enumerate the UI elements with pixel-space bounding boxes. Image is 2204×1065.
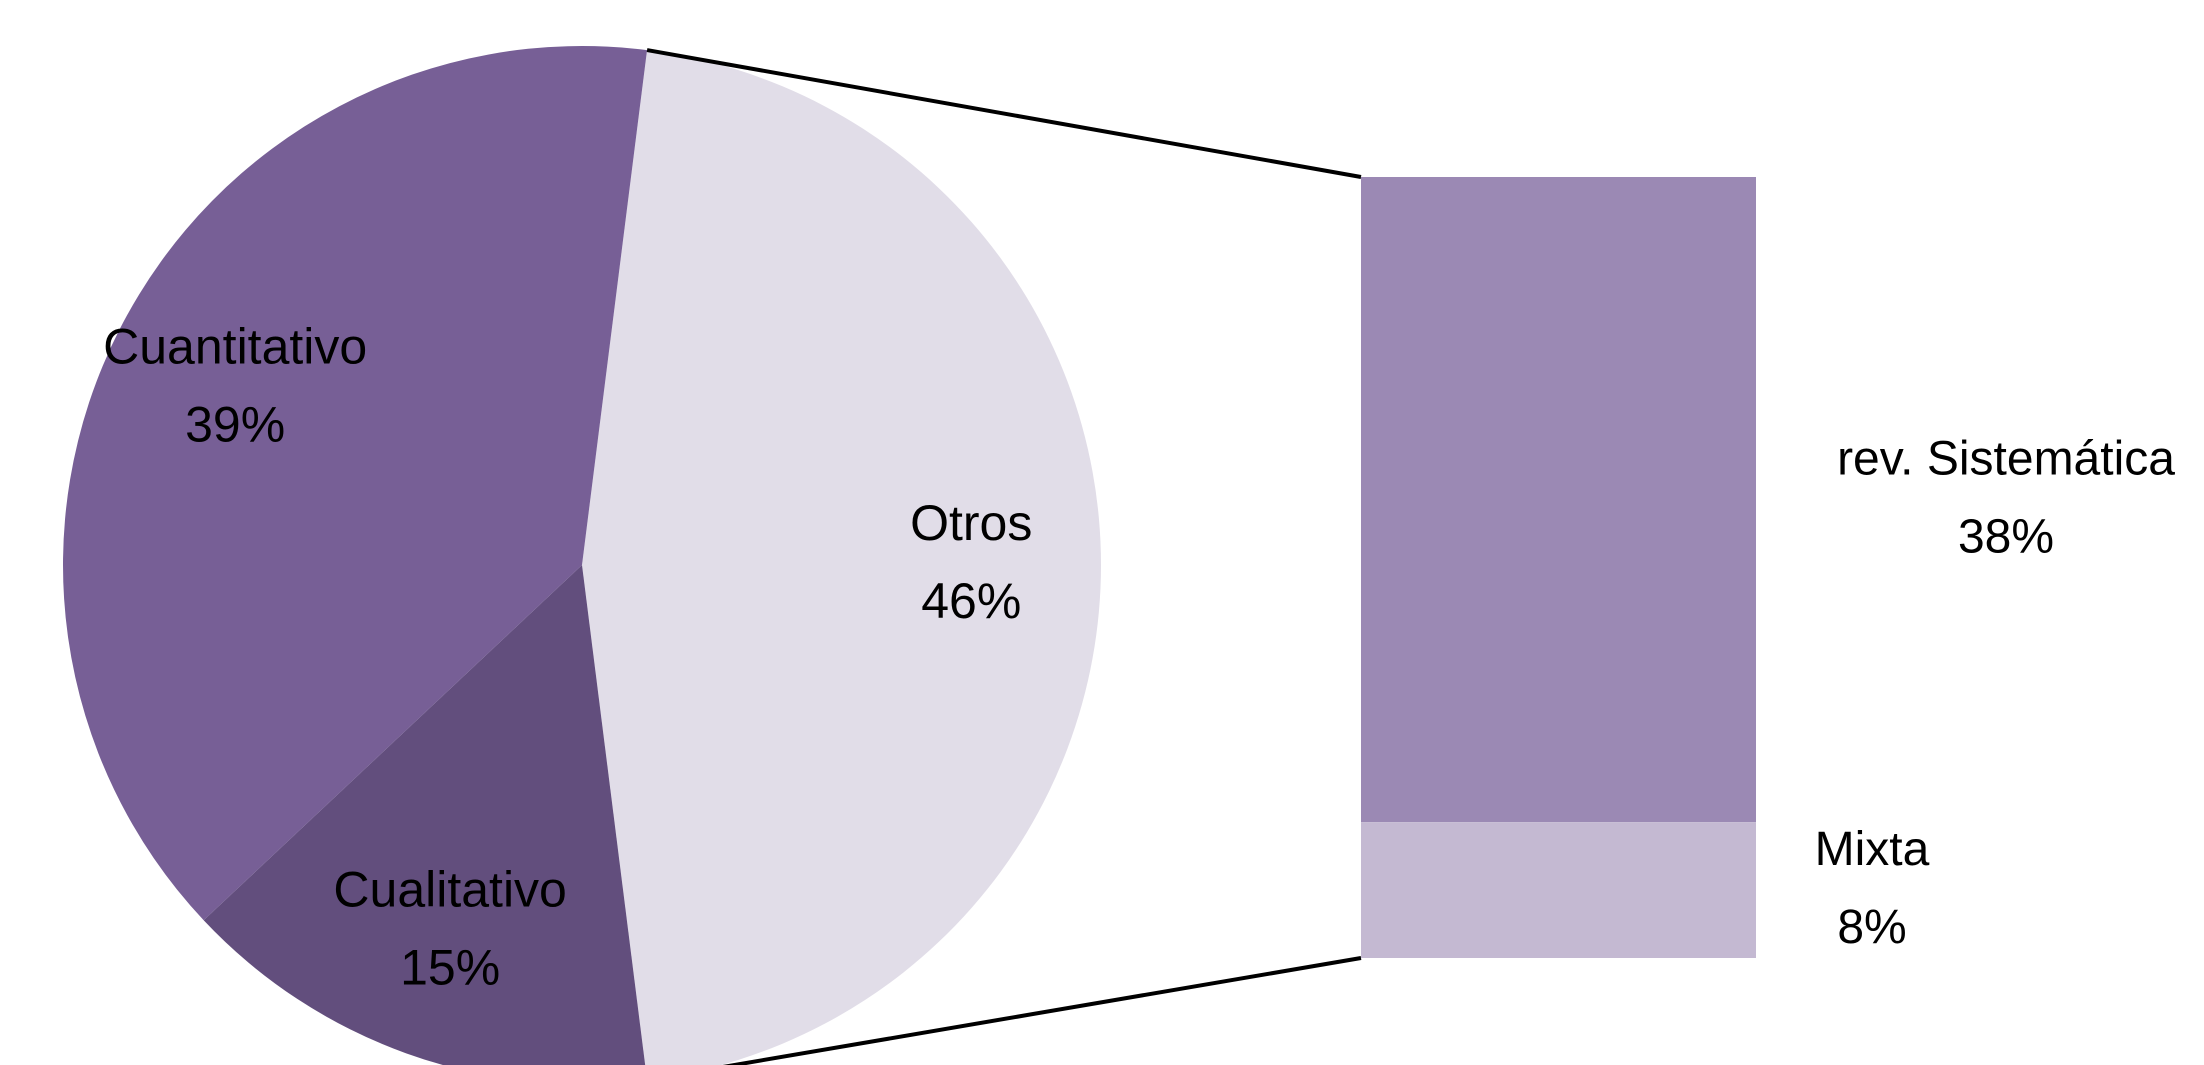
pie-slice: [582, 50, 1102, 1065]
bar-value-label: 8%: [1837, 901, 1906, 954]
slice-value-label: 46%: [921, 573, 1021, 629]
bar-value-label: 38%: [1958, 510, 2054, 563]
connector-line: [722, 956, 1362, 1065]
slice-value-label: 39%: [185, 396, 285, 452]
bar-segment: [1361, 177, 1756, 823]
bar-segment: [1361, 822, 1756, 958]
bar-label: rev. Sistemática: [1837, 432, 2175, 485]
pie-slice: [203, 565, 646, 1065]
pie-slice: [62, 45, 648, 921]
slice-value-label: 15%: [400, 939, 500, 995]
slice-label: Cuantitativo: [103, 318, 367, 374]
slice-label: Otros: [910, 495, 1032, 551]
connector-line: [646, 48, 1362, 179]
bar-label: Mixta: [1815, 823, 1930, 876]
slice-label: Cualitativo: [333, 861, 566, 917]
